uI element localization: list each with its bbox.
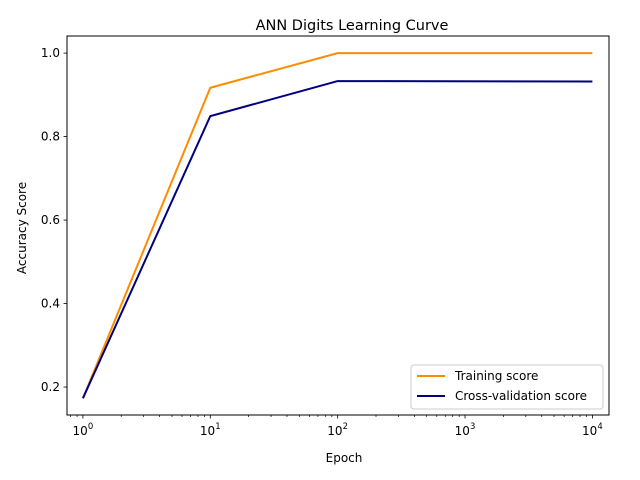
chart-title: ANN Digits Learning Curve	[256, 18, 449, 34]
series-line-1	[81, 80, 593, 399]
x-tick-label-0: 100	[73, 422, 94, 438]
series-line-0	[81, 52, 593, 399]
y-axis-label: Accuracy Score	[15, 182, 29, 274]
x-tick-label-2: 102	[327, 422, 348, 438]
legend-box	[410, 364, 604, 410]
plot-area: 100 101 102 103 104 0.2 0.4 0.6 0.8 1.0	[41, 35, 610, 438]
y-tick-label-2: 0.6	[41, 213, 60, 227]
y-tick-label-0: 0.2	[41, 380, 60, 394]
y-tick-label-1: 0.4	[41, 297, 60, 311]
x-axis-label: Epoch	[326, 451, 363, 465]
x-tick-label-1: 101	[200, 422, 221, 438]
x-tick-label-4: 104	[582, 422, 603, 438]
legend: Training score Cross-validation score	[410, 364, 604, 410]
y-tick-label-3: 0.8	[41, 130, 60, 144]
x-tick-label-3: 103	[455, 422, 476, 438]
legend-label-0: Training score	[454, 369, 538, 383]
legend-label-1: Cross-validation score	[455, 389, 587, 403]
y-tick-label-4: 1.0	[41, 46, 60, 60]
